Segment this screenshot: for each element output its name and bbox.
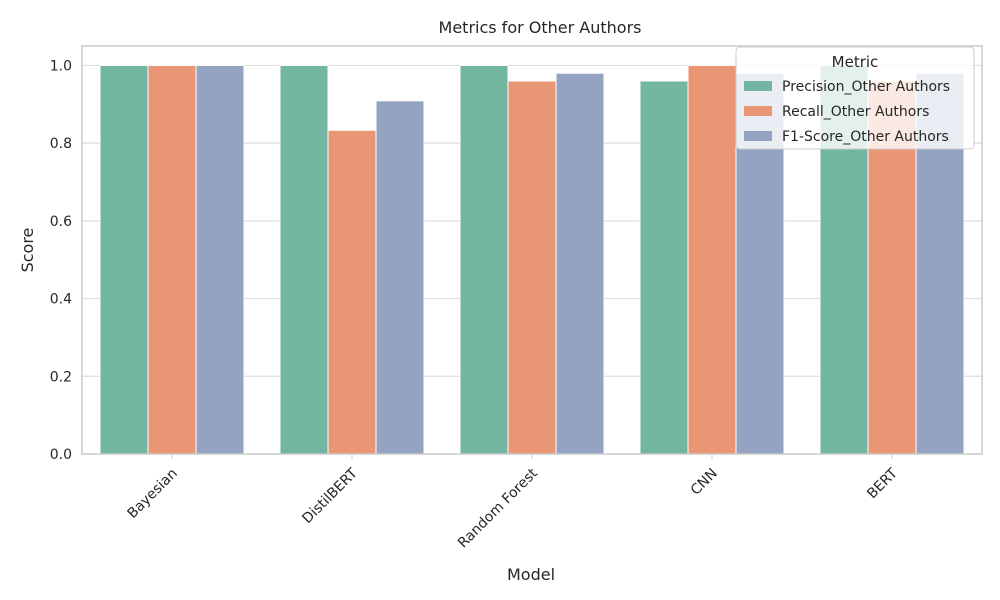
y-tick-label: 0.2 xyxy=(50,369,72,385)
legend-entry: Precision_Other Authors xyxy=(782,79,950,95)
bar-1-0 xyxy=(279,64,329,455)
x-tick-label: Bayesian xyxy=(124,466,180,522)
plot-frame xyxy=(81,45,983,455)
bar-1-2 xyxy=(375,100,425,455)
bar-0-1 xyxy=(147,64,197,455)
x-tick-label: Random Forest xyxy=(455,465,541,551)
legend-swatch xyxy=(744,106,772,116)
bar-1-1 xyxy=(327,129,377,455)
bar-2-0 xyxy=(459,64,509,455)
y-axis-label: Score xyxy=(18,228,37,273)
bar-2-2 xyxy=(555,72,605,455)
x-axis-label: Model xyxy=(507,565,555,584)
y-tick-label: 0.4 xyxy=(50,292,72,308)
legend-box xyxy=(735,46,975,150)
y-tick-label: 1.0 xyxy=(50,58,72,74)
bar-3-1 xyxy=(687,64,737,455)
chart-title: Metrics for Other Authors xyxy=(439,18,642,37)
bar-2-1 xyxy=(507,80,557,455)
legend-title: Metric xyxy=(832,53,879,71)
x-tick-label: BERT xyxy=(864,465,901,502)
x-tick-label: CNN xyxy=(688,466,721,499)
y-tick-label: 0.8 xyxy=(50,136,72,152)
y-tick-label: 0.6 xyxy=(50,214,72,230)
legend-entry: F1-Score_Other Authors xyxy=(782,129,949,145)
bar-0-0 xyxy=(99,64,149,455)
legend-entry: Recall_Other Authors xyxy=(782,104,929,120)
x-tick-label: DistilBERT xyxy=(299,465,361,527)
legend-swatch xyxy=(744,131,772,141)
legend-swatch xyxy=(744,81,772,91)
bar-3-0 xyxy=(639,80,689,455)
legend: Metric Precision_Other Authors Recall_Othe… xyxy=(735,46,975,150)
y-tick-label: 0.0 xyxy=(50,447,72,463)
bar-0-2 xyxy=(195,64,245,455)
